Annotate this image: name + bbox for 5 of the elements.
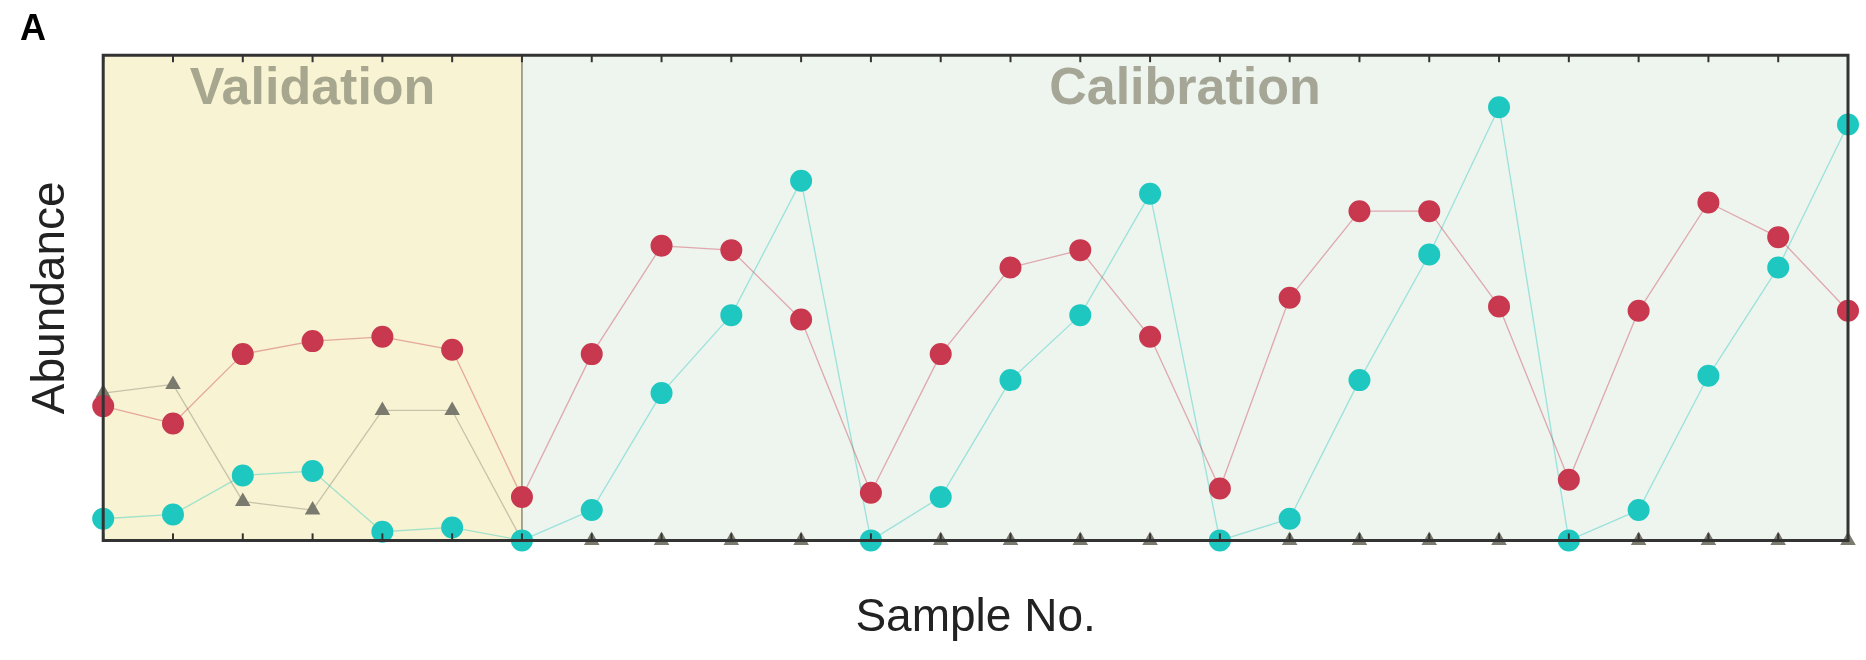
chart-title: A: [20, 6, 46, 48]
annotation: Validation: [189, 56, 436, 115]
x-axis-title: Sample No.: [855, 589, 1096, 642]
y-axis-title: Abundance: [22, 181, 75, 415]
annotation: Calibration: [1049, 56, 1321, 115]
